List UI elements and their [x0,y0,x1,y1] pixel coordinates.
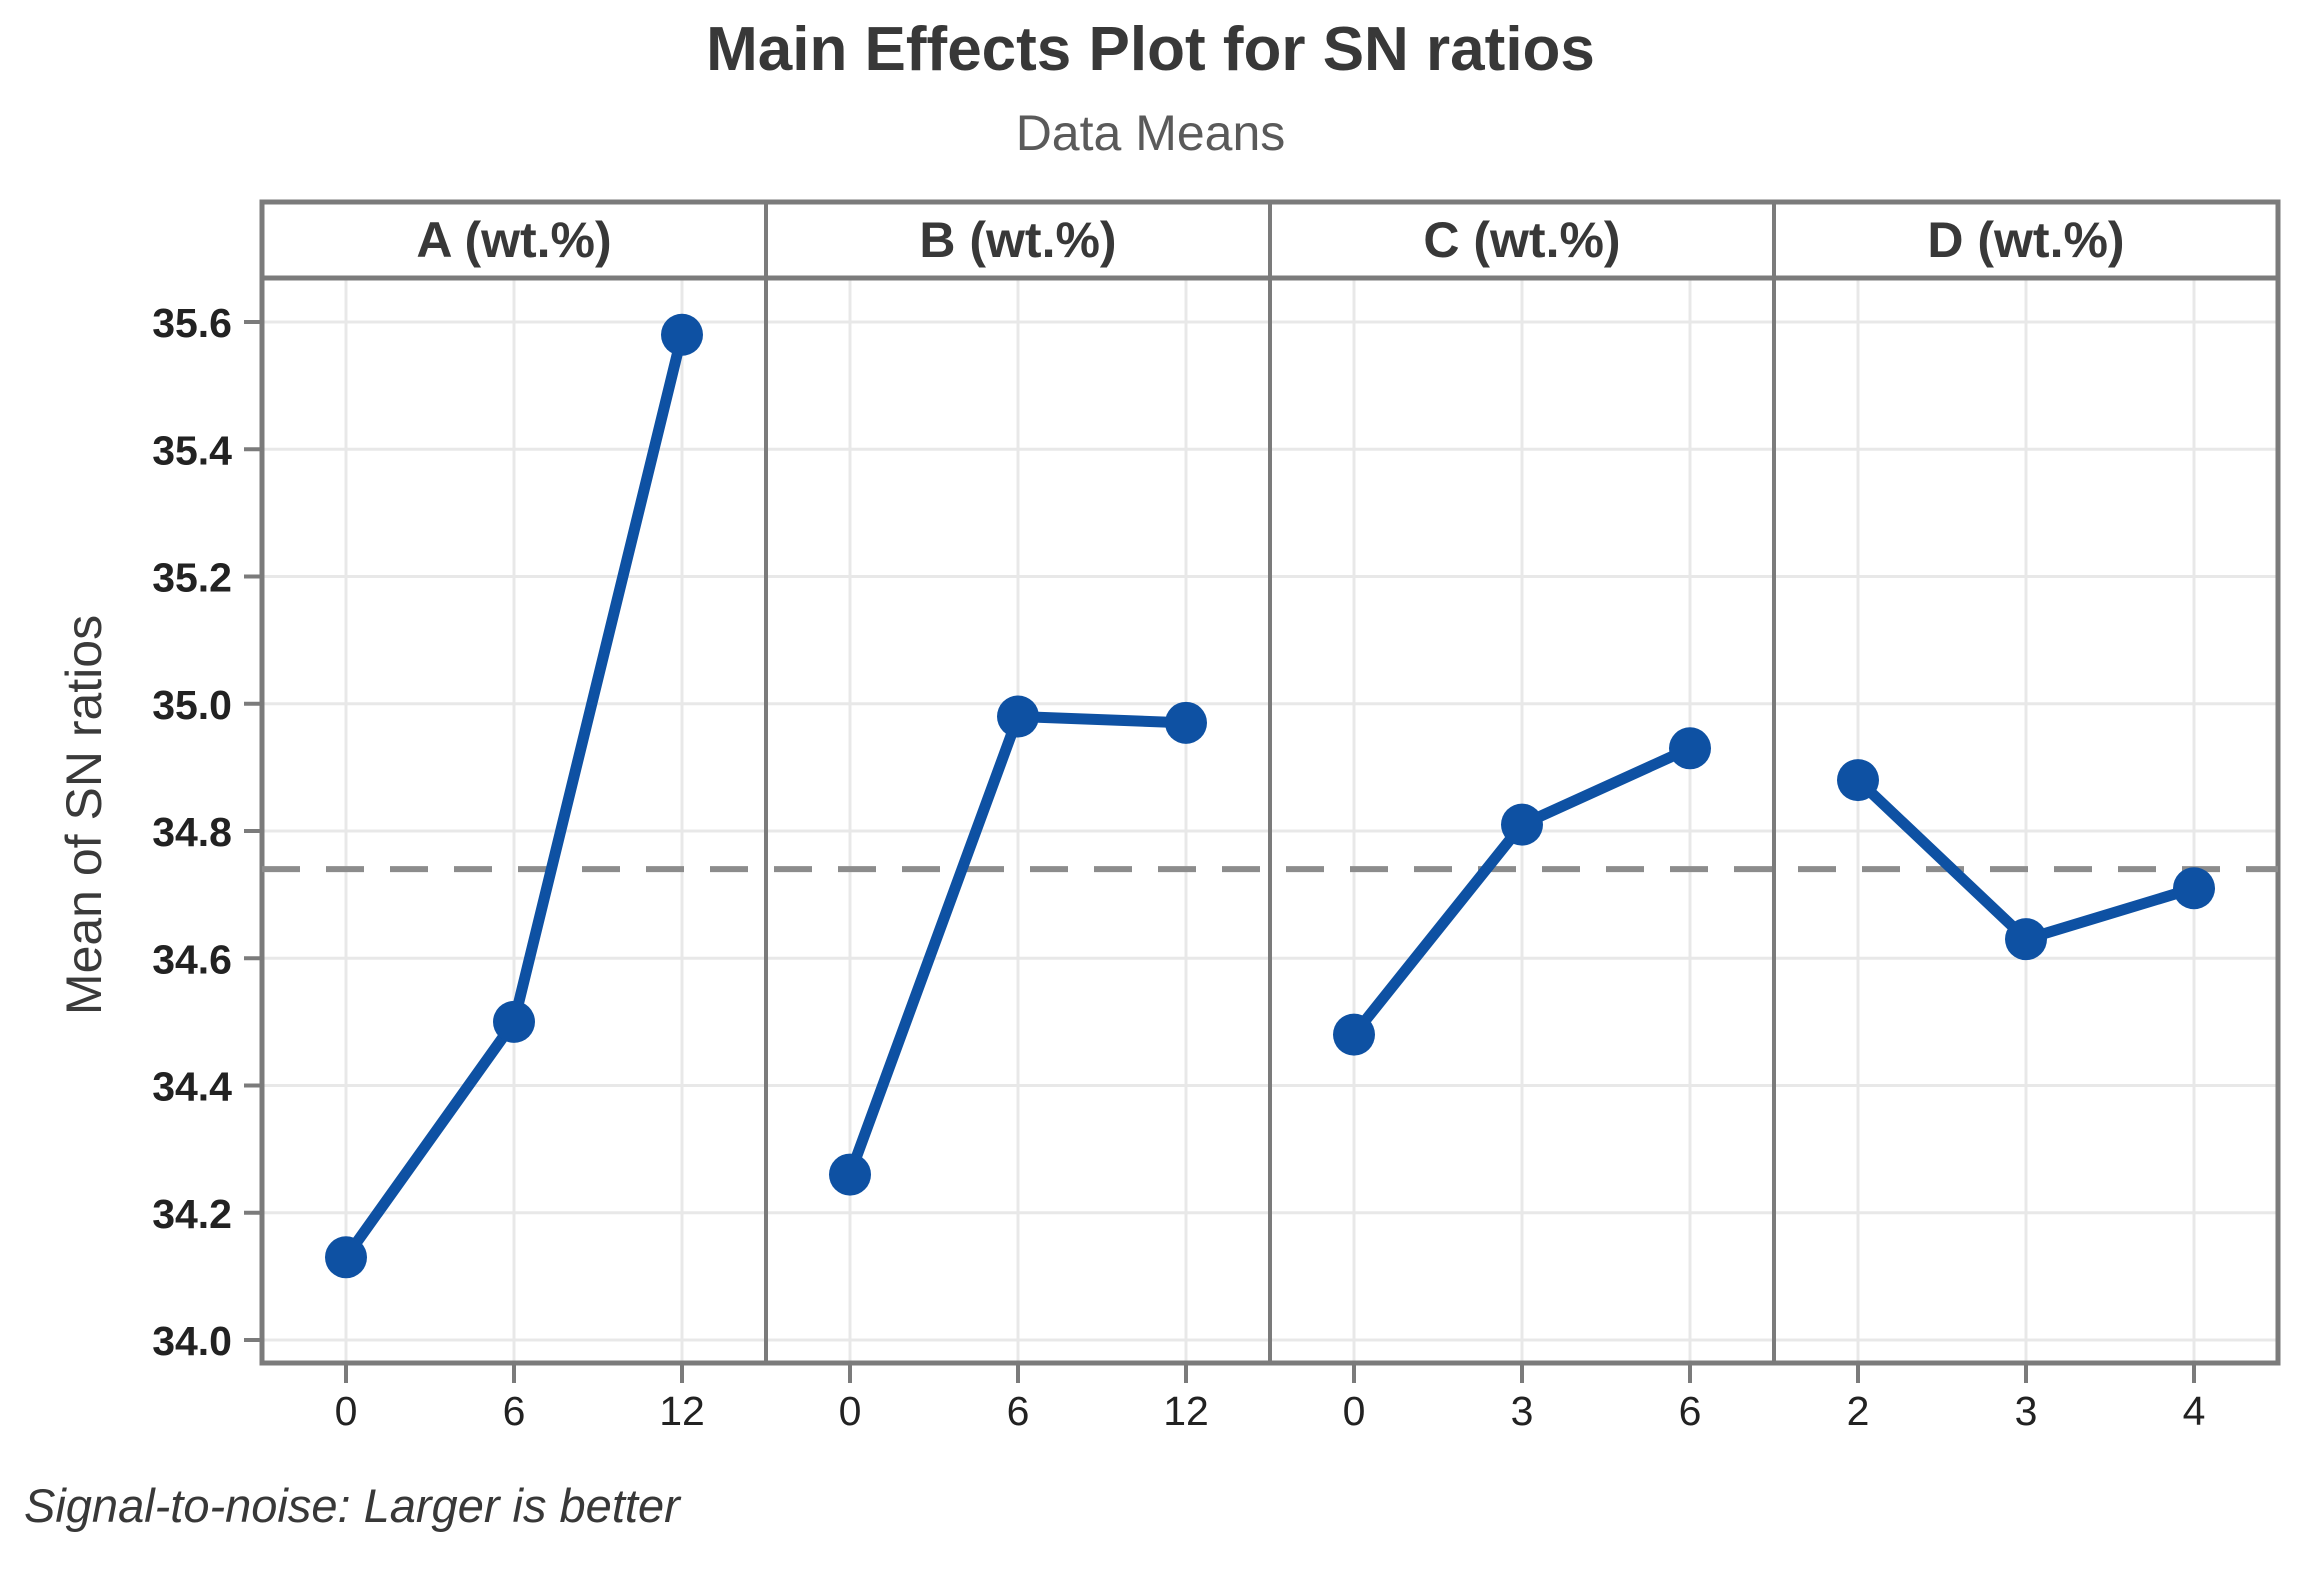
y-tick-label: 34.2 [152,1191,232,1237]
data-point-marker [1333,1013,1375,1056]
x-tick-label: 6 [1679,1388,1702,1434]
data-point-marker [661,313,703,356]
y-tick-label: 35.4 [152,427,232,473]
x-tick-label: 4 [2183,1388,2206,1434]
y-tick-label: 35.6 [152,300,232,346]
x-tick-label: 3 [1511,1388,1534,1434]
y-tick-label: 34.0 [152,1318,232,1364]
data-point-marker [1837,759,1879,802]
x-tick-label: 12 [659,1388,705,1434]
y-tick-label: 35.2 [152,555,232,601]
data-point-marker [1501,803,1543,846]
data-point-marker [493,1000,535,1043]
signal-to-noise-footnote: Signal-to-noise: Larger is better [24,1479,680,1532]
y-tick-label: 34.4 [152,1064,232,1110]
panel-header-label: D (wt.%) [1927,212,2124,268]
x-tick-label: 3 [2015,1388,2038,1434]
data-point-marker [325,1236,367,1279]
chart-title: Main Effects Plot for SN ratios [706,15,1595,84]
y-tick-label: 35.0 [152,682,232,728]
data-point-marker [1165,701,1207,744]
data-point-marker [829,1153,871,1196]
x-tick-label: 6 [503,1388,526,1434]
x-tick-label: 0 [335,1388,358,1434]
panel-header-label: C (wt.%) [1423,212,1620,268]
x-tick-label: 6 [1007,1388,1030,1434]
x-tick-label: 12 [1163,1388,1209,1434]
data-point-marker [2173,867,2215,910]
x-tick-label: 0 [839,1388,862,1434]
data-point-marker [997,695,1039,738]
panel-header-label: B (wt.%) [919,212,1116,268]
chart-subtitle: Data Means [1015,105,1286,161]
y-tick-label: 34.8 [152,809,232,855]
data-point-marker [2005,918,2047,961]
data-point-marker [1669,727,1711,770]
panel-header-label: A (wt.%) [416,212,611,268]
x-tick-label: 2 [1847,1388,1870,1434]
x-tick-label: 0 [1343,1388,1366,1434]
y-tick-label: 34.6 [152,936,232,982]
